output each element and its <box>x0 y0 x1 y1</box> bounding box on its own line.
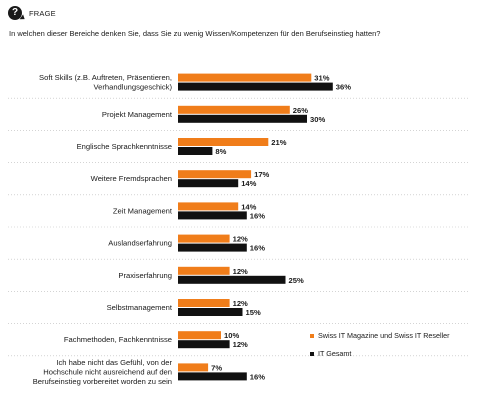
data-label: 36% <box>336 83 351 92</box>
bar-swiss-it <box>178 331 221 340</box>
bar-swiss-it <box>178 363 209 372</box>
category-label: Berufseinstieg vorbereitet worden zu sei… <box>33 377 172 386</box>
bar-swiss-it <box>178 105 290 114</box>
bar-it-gesamt <box>178 114 307 123</box>
data-label: 8% <box>215 147 226 156</box>
data-label: 30% <box>310 115 325 124</box>
bar-it-gesamt <box>178 82 333 91</box>
data-label: 14% <box>241 202 256 211</box>
bar-swiss-it <box>178 138 269 146</box>
data-label: 16% <box>250 211 265 220</box>
legend-item-series2: IT Gesamt <box>310 349 351 358</box>
data-label: 31% <box>314 74 329 83</box>
category-label: Auslandserfahrung <box>108 239 172 248</box>
category-label: Praxiserfahrung <box>118 271 172 280</box>
category-label: Weitere Fremdsprachen <box>91 174 172 183</box>
bar-it-gesamt <box>178 147 213 155</box>
bar-it-gesamt <box>178 179 239 188</box>
bar-it-gesamt <box>178 372 247 381</box>
data-label: 12% <box>233 299 248 308</box>
legend-swatch-black <box>310 351 314 356</box>
category-label: Hochschule nicht ausreichend auf den <box>43 367 172 376</box>
data-label: 12% <box>233 340 248 349</box>
bar-swiss-it <box>178 299 230 307</box>
bar-swiss-it <box>178 266 230 275</box>
bar-it-gesamt <box>178 211 247 220</box>
category-label: Projekt Management <box>102 110 173 119</box>
legend-swatch-orange <box>310 333 314 338</box>
legend-label-series1: Swiss IT Magazine und Swiss IT Reseller <box>318 331 450 340</box>
data-label: 25% <box>289 276 304 285</box>
data-label: 15% <box>246 308 261 317</box>
category-label: Ich habe nicht das Gefühl, von der <box>56 358 172 367</box>
category-label: Fachmethoden, Fachkenntnisse <box>64 335 172 344</box>
question-bubble-icon: ? <box>8 6 22 20</box>
data-label: 17% <box>254 170 269 179</box>
category-label: Soft Skills (z.B. Auftreten, Präsentiere… <box>39 73 172 82</box>
category-label: Englische Sprachkenntnisse <box>77 142 172 151</box>
category-label: Zeit Management <box>113 206 173 215</box>
data-label: 16% <box>250 372 265 381</box>
question-text: In welchen dieser Bereiche denken Sie, d… <box>9 29 381 38</box>
data-label: 7% <box>211 363 222 372</box>
legend-item-series1: Swiss IT Magazine und Swiss IT Reseller <box>310 331 450 340</box>
data-label: 12% <box>233 235 248 244</box>
bar-it-gesamt <box>178 275 286 284</box>
bar-swiss-it <box>178 73 312 82</box>
bar-swiss-it <box>178 202 239 211</box>
bar-swiss-it <box>178 234 230 243</box>
data-label: 12% <box>233 267 248 276</box>
legend-label-series2: IT Gesamt <box>318 349 352 358</box>
bar-it-gesamt <box>178 340 230 349</box>
header: ? FRAGE <box>8 6 56 20</box>
bar-swiss-it <box>178 170 252 179</box>
header-label: FRAGE <box>29 8 56 18</box>
bar-it-gesamt <box>178 308 243 316</box>
bar-it-gesamt <box>178 243 247 252</box>
data-label: 21% <box>271 138 286 147</box>
data-label: 10% <box>224 331 239 340</box>
data-label: 14% <box>241 179 256 188</box>
data-label: 16% <box>250 244 265 253</box>
category-label: Verhandlungsgeschick) <box>93 82 172 91</box>
data-label: 26% <box>293 106 308 115</box>
category-label: Selbstmanagement <box>107 303 173 312</box>
